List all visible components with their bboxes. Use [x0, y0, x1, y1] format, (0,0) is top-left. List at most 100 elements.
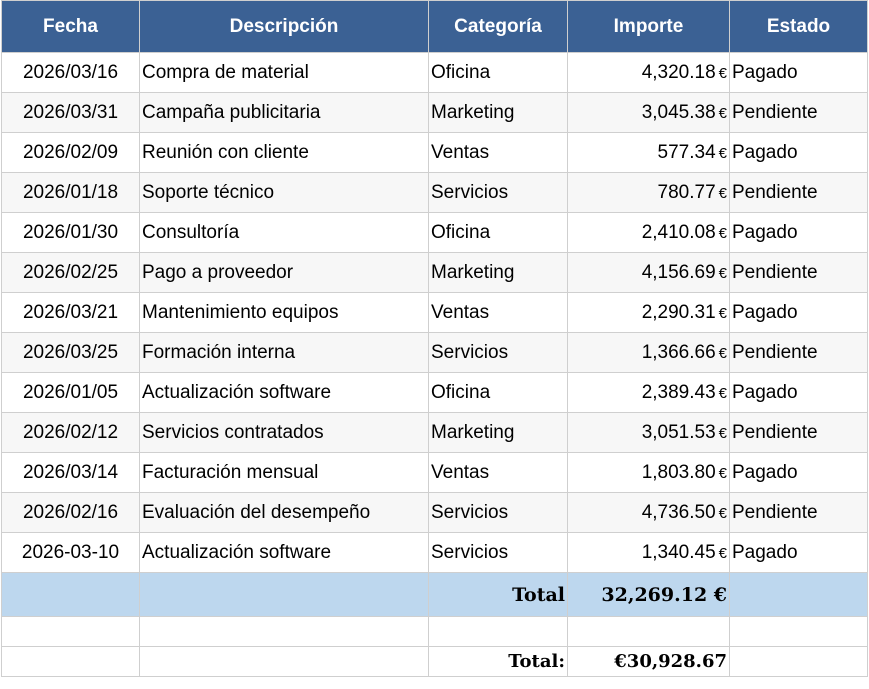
- cell-importe[interactable]: 1,803.80 €: [567, 452, 730, 493]
- total-cell-estado[interactable]: [729, 572, 868, 617]
- cell-descripcion[interactable]: Compra de material: [139, 52, 429, 93]
- cell-estado[interactable]: Pagado: [729, 532, 868, 573]
- cell-categoria[interactable]: Ventas: [428, 132, 568, 173]
- empty-cell[interactable]: [567, 616, 730, 647]
- cell-fecha[interactable]: 2026/03/14: [1, 452, 140, 493]
- cell-estado[interactable]: Pendiente: [729, 412, 868, 453]
- cell-fecha[interactable]: 2026/01/30: [1, 212, 140, 253]
- total-value[interactable]: 32,269.12 €: [567, 572, 730, 617]
- cell-importe[interactable]: 2,389.43 €: [567, 372, 730, 413]
- cell-categoria[interactable]: Marketing: [428, 92, 568, 133]
- cell-fecha[interactable]: 2026/01/05: [1, 372, 140, 413]
- cell-categoria[interactable]: Oficina: [428, 52, 568, 93]
- empty-cell[interactable]: [1, 616, 140, 647]
- total2-cell-descripcion[interactable]: [139, 646, 429, 677]
- cell-descripcion[interactable]: Actualización software: [139, 532, 429, 573]
- currency-symbol: €: [718, 144, 727, 162]
- amount-value: 2,389.43: [641, 381, 716, 403]
- cell-estado[interactable]: Pendiente: [729, 172, 868, 213]
- cell-fecha[interactable]: 2026/02/25: [1, 252, 140, 293]
- cell-descripcion[interactable]: Mantenimiento equipos: [139, 292, 429, 333]
- cell-descripcion[interactable]: Soporte técnico: [139, 172, 429, 213]
- cell-fecha[interactable]: 2026/03/31: [1, 92, 140, 133]
- cell-descripcion[interactable]: Evaluación del desempeño: [139, 492, 429, 533]
- cell-estado[interactable]: Pagado: [729, 52, 868, 93]
- cell-descripcion[interactable]: Consultoría: [139, 212, 429, 253]
- amount-value: 577.34: [657, 141, 716, 163]
- cell-importe[interactable]: 577.34 €: [567, 132, 730, 173]
- total-label[interactable]: Total: [428, 572, 568, 617]
- cell-importe[interactable]: 4,156.69 €: [567, 252, 730, 293]
- cell-importe[interactable]: 1,366.66 €: [567, 332, 730, 373]
- cell-categoria[interactable]: Marketing: [428, 412, 568, 453]
- total-cell-fecha[interactable]: [1, 572, 140, 617]
- currency-symbol: €: [718, 224, 727, 242]
- cell-fecha[interactable]: 2026/02/16: [1, 492, 140, 533]
- cell-descripcion[interactable]: Campaña publicitaria: [139, 92, 429, 133]
- cell-estado[interactable]: Pagado: [729, 132, 868, 173]
- cell-categoria[interactable]: Ventas: [428, 292, 568, 333]
- total2-cell-fecha[interactable]: [1, 646, 140, 677]
- cell-descripcion[interactable]: Reunión con cliente: [139, 132, 429, 173]
- currency-symbol: €: [718, 184, 727, 202]
- cell-descripcion[interactable]: Pago a proveedor: [139, 252, 429, 293]
- cell-importe[interactable]: 2,410.08 €: [567, 212, 730, 253]
- header-descripcion[interactable]: Descripción: [139, 0, 429, 53]
- cell-importe[interactable]: 3,045.38 €: [567, 92, 730, 133]
- empty-row: [1, 616, 868, 647]
- cell-categoria[interactable]: Servicios: [428, 532, 568, 573]
- cell-importe[interactable]: 2,290.31 €: [567, 292, 730, 333]
- cell-fecha[interactable]: 2026/03/25: [1, 332, 140, 373]
- cell-descripcion[interactable]: Actualización software: [139, 372, 429, 413]
- total-row-2: Total: €30,928.67: [1, 646, 868, 677]
- cell-fecha[interactable]: 2026/02/12: [1, 412, 140, 453]
- cell-categoria[interactable]: Servicios: [428, 492, 568, 533]
- cell-fecha[interactable]: 2026/03/21: [1, 292, 140, 333]
- cell-importe[interactable]: 780.77 €: [567, 172, 730, 213]
- cell-fecha[interactable]: 2026/03/16: [1, 52, 140, 93]
- table-row: 2026/03/21 Mantenimiento equipos Ventas 2,2…: [1, 292, 868, 333]
- cell-importe[interactable]: 4,736.50 €: [567, 492, 730, 533]
- cell-categoria[interactable]: Servicios: [428, 172, 568, 213]
- empty-cell[interactable]: [139, 616, 429, 647]
- cell-categoria[interactable]: Servicios: [428, 332, 568, 373]
- header-importe[interactable]: Importe: [567, 0, 730, 53]
- total2-cell-estado[interactable]: [729, 646, 868, 677]
- empty-cell[interactable]: [428, 616, 568, 647]
- cell-categoria[interactable]: Marketing: [428, 252, 568, 293]
- cell-importe[interactable]: 1,340.45 €: [567, 532, 730, 573]
- table-row: 2026/02/25 Pago a proveedor Marketing 4,156…: [1, 252, 868, 293]
- table-row: 2026/01/18 Soporte técnico Servicios 780.77…: [1, 172, 868, 213]
- cell-importe[interactable]: 3,051.53 €: [567, 412, 730, 453]
- cell-estado[interactable]: Pendiente: [729, 252, 868, 293]
- amount-value: 2,410.08: [641, 221, 716, 243]
- cell-fecha[interactable]: 2026/01/18: [1, 172, 140, 213]
- currency-symbol: €: [718, 544, 727, 562]
- cell-categoria[interactable]: Oficina: [428, 372, 568, 413]
- header-estado[interactable]: Estado: [729, 0, 868, 53]
- cell-estado[interactable]: Pendiente: [729, 492, 868, 533]
- header-categoria[interactable]: Categoría: [428, 0, 568, 53]
- currency-symbol: €: [718, 384, 727, 402]
- cell-estado[interactable]: Pagado: [729, 452, 868, 493]
- total-cell-descripcion[interactable]: [139, 572, 429, 617]
- cell-categoria[interactable]: Oficina: [428, 212, 568, 253]
- total2-label[interactable]: Total:: [428, 646, 568, 677]
- cell-estado[interactable]: Pendiente: [729, 92, 868, 133]
- currency-symbol: €: [718, 264, 727, 282]
- cell-descripcion[interactable]: Facturación mensual: [139, 452, 429, 493]
- cell-categoria[interactable]: Ventas: [428, 452, 568, 493]
- cell-fecha[interactable]: 2026/02/09: [1, 132, 140, 173]
- cell-descripcion[interactable]: Servicios contratados: [139, 412, 429, 453]
- cell-estado[interactable]: Pagado: [729, 212, 868, 253]
- cell-descripcion[interactable]: Formación interna: [139, 332, 429, 373]
- cell-estado[interactable]: Pagado: [729, 372, 868, 413]
- cell-importe[interactable]: 4,320.18 €: [567, 52, 730, 93]
- cell-estado[interactable]: Pagado: [729, 292, 868, 333]
- header-fecha[interactable]: Fecha: [1, 0, 140, 53]
- amount-value: 1,803.80: [641, 461, 716, 483]
- total2-value[interactable]: €30,928.67: [567, 646, 730, 677]
- empty-cell[interactable]: [729, 616, 868, 647]
- cell-fecha[interactable]: 2026-03-10: [1, 532, 140, 573]
- cell-estado[interactable]: Pendiente: [729, 332, 868, 373]
